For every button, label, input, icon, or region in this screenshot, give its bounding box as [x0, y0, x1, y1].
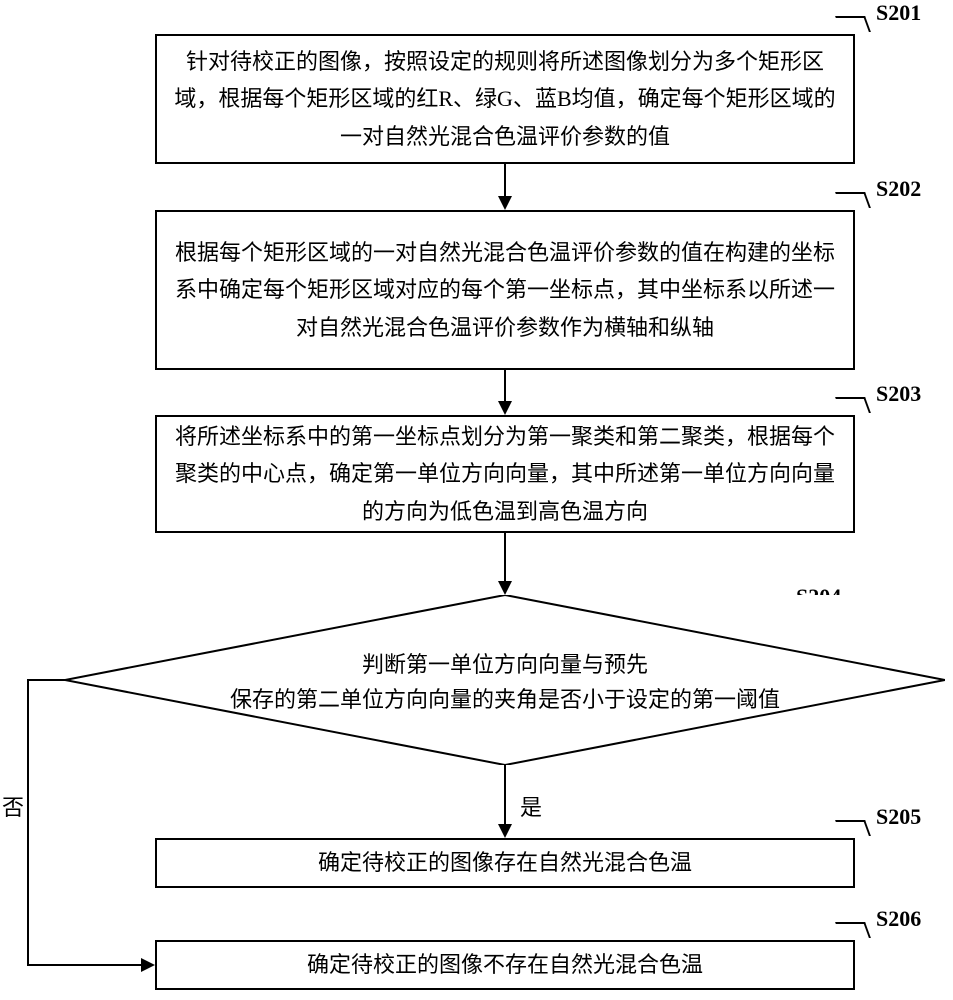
- step-text-s203: 将所述坐标系中的第一坐标点划分为第一聚类和第二聚类，根据每个聚类的中心点，确定第…: [171, 418, 839, 530]
- step-text-s205: 确定待校正的图像存在自然光混合色温: [171, 844, 839, 881]
- step-box-s201: 针对待校正的图像，按照设定的规则将所述图像划分为多个矩形区域，根据每个矩形区域的…: [155, 34, 855, 164]
- arrow-no-horiz1: [27, 679, 65, 681]
- decision-line1: 判断第一单位方向向量与预先: [65, 647, 945, 682]
- arrow-s201-s202: [504, 164, 506, 196]
- arrowhead-s201-s202: [498, 196, 512, 210]
- decision-text-s204: 判断第一单位方向向量与预先 保存的第二单位方向向量的夹角是否小于设定的第一阈值: [65, 647, 945, 717]
- arrowhead-s202-s203: [498, 401, 512, 415]
- label-hook-s202: [835, 192, 871, 208]
- flowchart-container: S201 针对待校正的图像，按照设定的规则将所述图像划分为多个矩形区域，根据每个…: [0, 0, 953, 1000]
- step-box-s206: 确定待校正的图像不存在自然光混合色温: [155, 940, 855, 990]
- step-box-s205: 确定待校正的图像存在自然光混合色温: [155, 838, 855, 888]
- label-hook-s203: [835, 397, 871, 413]
- step-label-s206: S206: [876, 906, 921, 932]
- decision-line2: 保存的第二单位方向向量的夹角是否小于设定的第一阈值: [65, 682, 945, 717]
- arrow-s202-s203: [504, 370, 506, 401]
- arrowhead-no: [141, 958, 155, 972]
- step-text-s206: 确定待校正的图像不存在自然光混合色温: [171, 946, 839, 983]
- step-label-s202: S202: [876, 176, 921, 202]
- arrowhead-yes: [498, 824, 512, 838]
- decision-diamond-s204: 判断第一单位方向向量与预先 保存的第二单位方向向量的夹角是否小于设定的第一阈值: [65, 595, 945, 765]
- label-hook-s205: [835, 820, 871, 836]
- step-text-s201: 针对待校正的图像，按照设定的规则将所述图像划分为多个矩形区域，根据每个矩形区域的…: [171, 43, 839, 155]
- arrowhead-s203-s204: [498, 581, 512, 595]
- arrow-s203-s204: [504, 533, 506, 581]
- step-box-s203: 将所述坐标系中的第一坐标点划分为第一聚类和第二聚类，根据每个聚类的中心点，确定第…: [155, 415, 855, 533]
- step-label-s205: S205: [876, 804, 921, 830]
- arrow-no-horiz2: [27, 964, 141, 966]
- label-hook-s206: [835, 922, 871, 938]
- edge-label-yes: 是: [520, 790, 542, 822]
- arrow-no-vert: [27, 679, 29, 965]
- step-label-s201: S201: [876, 0, 921, 26]
- edge-label-no: 否: [2, 790, 24, 822]
- step-box-s202: 根据每个矩形区域的一对自然光混合色温评价参数的值在构建的坐标系中确定每个矩形区域…: [155, 210, 855, 370]
- step-text-s202: 根据每个矩形区域的一对自然光混合色温评价参数的值在构建的坐标系中确定每个矩形区域…: [171, 234, 839, 346]
- arrow-yes-vert: [504, 765, 506, 824]
- step-label-s203: S203: [876, 381, 921, 407]
- label-hook-s201: [835, 16, 871, 32]
